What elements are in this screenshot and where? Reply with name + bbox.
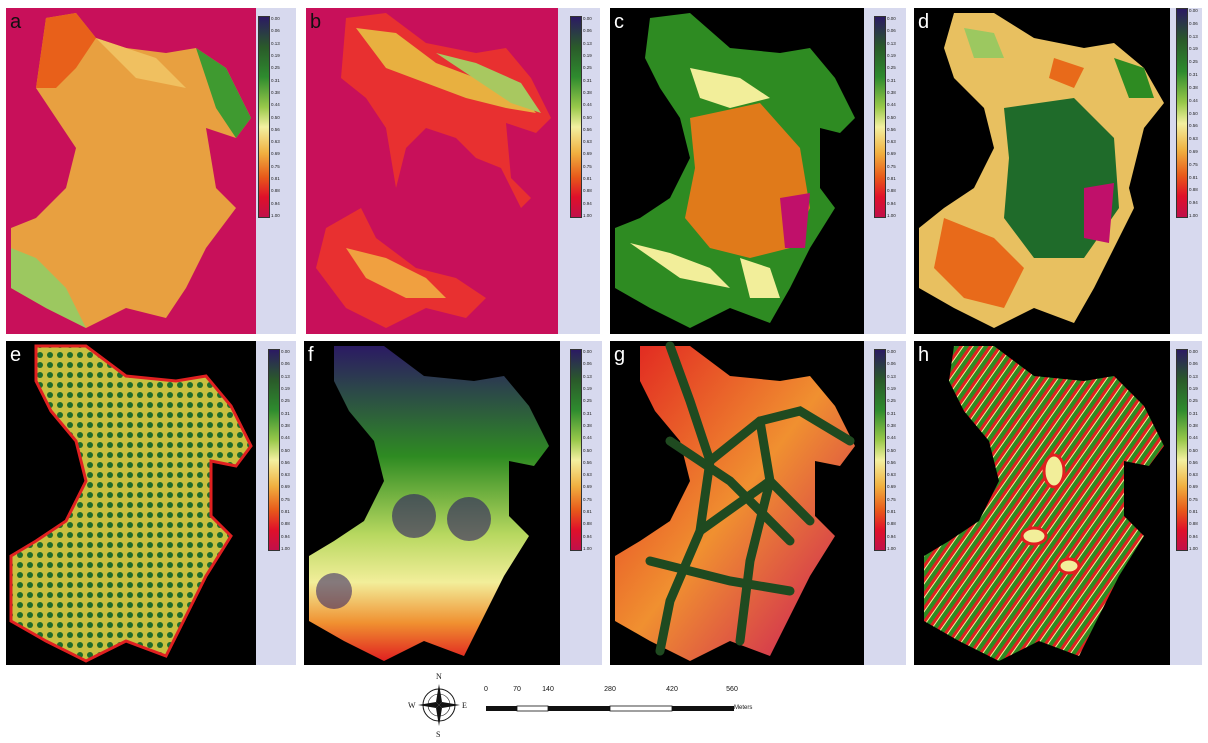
panel-label-d: d [918,11,930,33]
elevation-map [6,8,256,334]
panel-label-e: e [10,344,22,366]
scale-label-0: 0 [484,686,488,693]
map-panel-f: f 0.00 0.06 0.13 0.19 0.25 0.31 0.38 0.44 0.50 0.… [304,341,602,665]
legend-color-bar [1176,349,1188,551]
panel-label-f: f [308,344,314,366]
soil-map [914,8,1170,334]
compass-east: E [462,701,467,710]
panel-label-g: g [614,344,626,366]
compass-west: W [408,701,416,710]
legend-color-bar [268,349,280,551]
scale-bar-segments [486,705,734,712]
compass-south: S [436,730,441,739]
panel-label-c: c [614,11,624,33]
compass-rose: N S W E [408,672,467,739]
scale-label-280: 280 [604,686,616,693]
scale-label-560: 560 [726,686,738,693]
panel-label-a: a [10,11,22,33]
panel-label-h: h [918,344,930,366]
legend-ticks: 0.00 0.06 0.13 0.19 0.25 0.31 0.38 0.44 0.50 0.56… [887,16,896,218]
map-panel-a: a 0.00 0.06 0.13 0.19 0.25 0.31 0.38 0.44 0.50 0.… [6,8,296,334]
scale-bar: 0 70 140 280 420 560 Meters [484,686,774,716]
curvature-map [914,341,1170,665]
legend-color-bar [570,349,582,551]
legend-color-bar [874,349,886,551]
scale-unit: Meters [734,705,753,711]
legend-ticks: 0.00 0.06 0.13 0.19 0.25 0.31 0.38 0.44 0.50 0.56… [1189,8,1198,218]
road-distance-map [610,341,864,665]
legend-color-bar [258,16,270,218]
legend-ticks: 0.00 0.06 0.13 0.19 0.25 0.31 0.38 0.44 0.50 0.56… [583,16,592,218]
drainage-density-map [6,341,256,665]
legend-ticks: 0.00 0.06 0.13 0.19 0.25 0.31 0.38 0.44 0.50 0.56… [887,349,896,551]
scale-label-420: 420 [666,686,678,693]
map-panel-h: h 0.00 0.06 0.13 0.19 0.25 0.31 0.38 0.44 0.50 0.… [914,341,1202,665]
legend-color-bar [874,16,886,218]
legend-ticks: 0.00 0.06 0.13 0.19 0.25 0.31 0.38 0.44 0.50 0.56… [1189,349,1198,551]
landuse-map [610,8,864,334]
panel-label-b: b [310,11,322,33]
legend-ticks: 0.00 0.06 0.13 0.19 0.25 0.31 0.38 0.44 0.50 0.56… [281,349,290,551]
scale-label-70: 70 [513,686,521,693]
distance-map [304,341,560,665]
legend-ticks: 0.00 0.06 0.13 0.19 0.25 0.31 0.38 0.44 0.50 0.56… [271,16,280,218]
map-panel-g: g 0.00 0.06 0.13 0.19 0.25 0.31 0.38 0.44 0.50 0.… [610,341,906,665]
map-footer: N S W E 0 70 140 280 420 560 Meters [0,668,1208,742]
scale-label-140: 140 [542,686,554,693]
compass-icon [418,684,460,726]
legend-color-bar [1176,8,1188,218]
map-panel-b: b 0.00 0.06 0.13 0.19 0.25 0.31 0.38 0.44 0.50 0.… [306,8,600,334]
legend-ticks: 0.00 0.06 0.13 0.19 0.25 0.31 0.38 0.44 0.50 0.56… [583,349,592,551]
map-panel-e: e 0.00 0.06 0.13 0.19 0.25 0.31 0.38 0.44 0.50 0.… [6,341,296,665]
map-panel-d: d 0.00 0.06 0.13 0.19 0.25 0.31 0.38 0.44 0.50 0.… [914,8,1202,334]
slope-map [306,8,558,334]
legend-color-bar [570,16,582,218]
map-panel-c: c 0.00 0.06 0.13 0.19 0.25 0.31 0.38 0.44 0.50 0.… [610,8,906,334]
compass-north: N [436,672,442,681]
